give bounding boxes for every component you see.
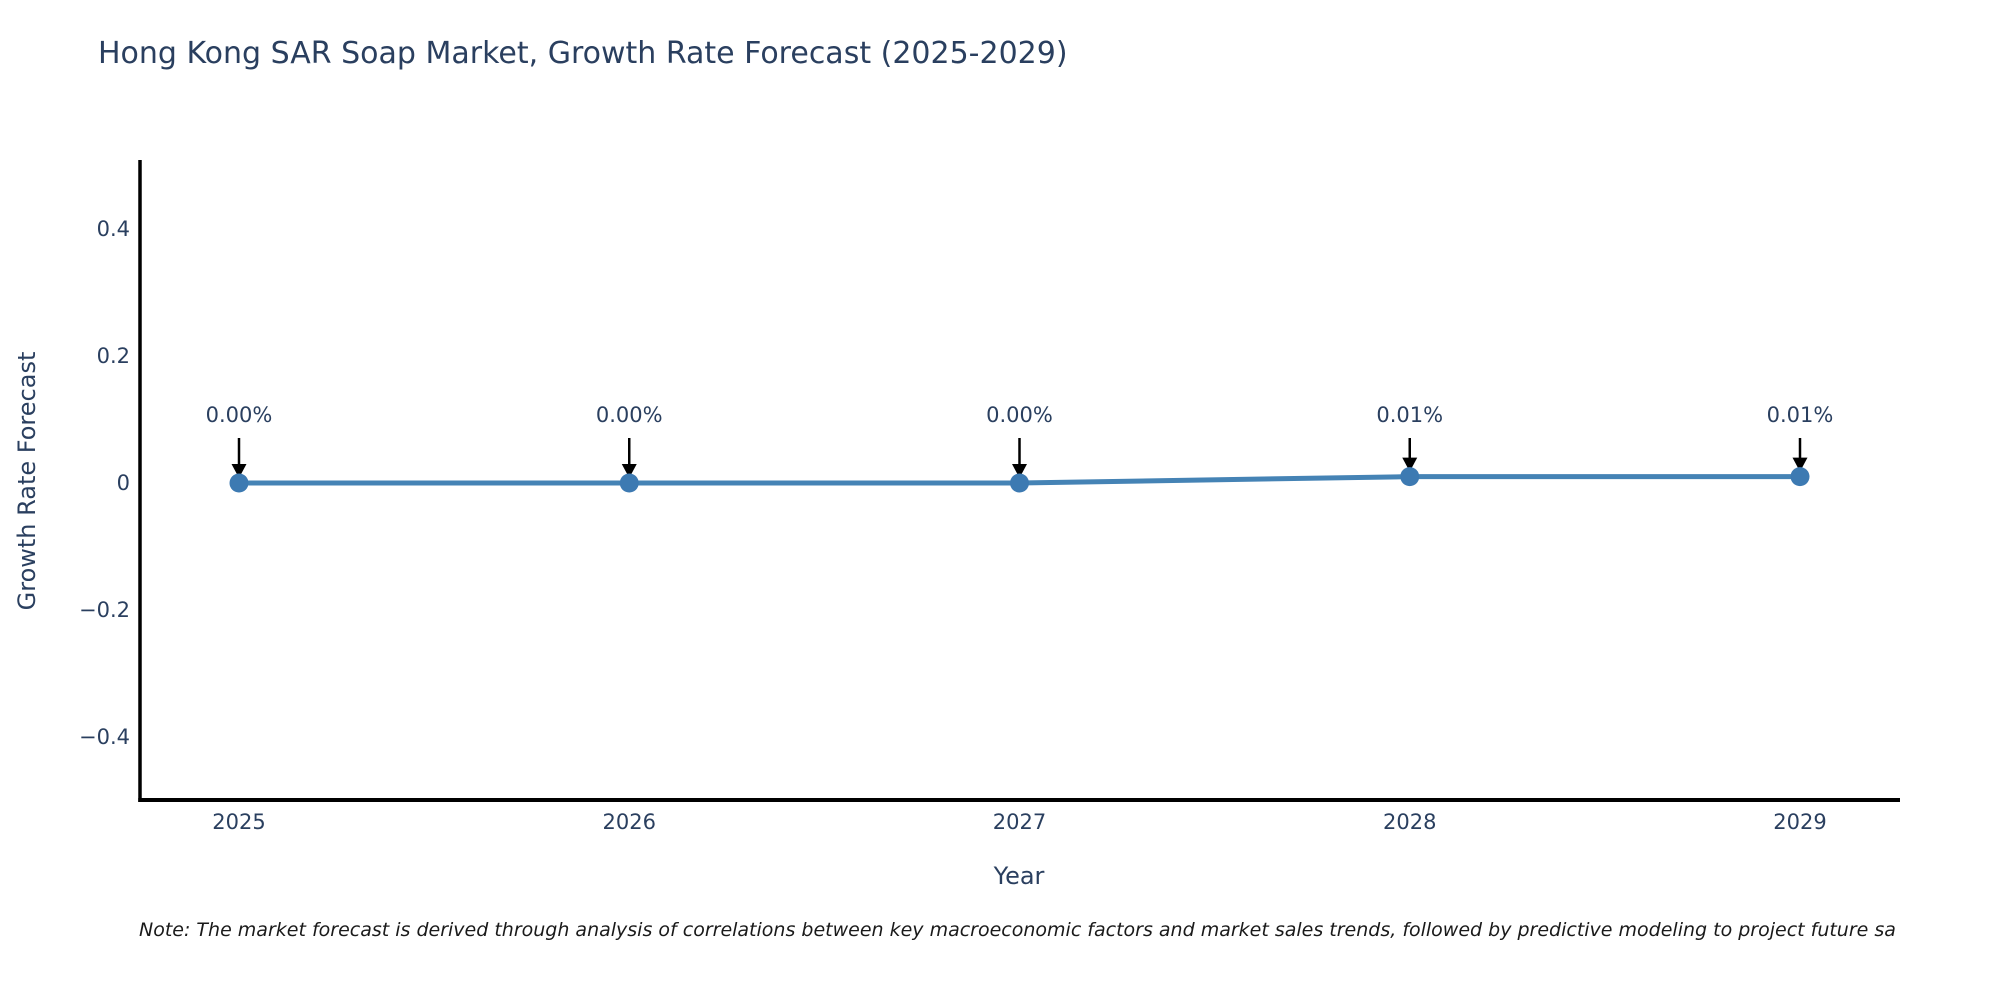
y-tick-label: −0.2 xyxy=(79,598,130,622)
data-point-label: 0.01% xyxy=(1376,403,1444,427)
y-tick-label: −0.4 xyxy=(79,725,130,749)
footnote: Note: The market forecast is derived thr… xyxy=(139,919,1896,941)
annotation-arrowhead-icon xyxy=(1012,464,1027,478)
data-point-marker[interactable] xyxy=(619,473,639,493)
data-point-label: 0.00% xyxy=(986,403,1053,427)
annotation-arrowhead-icon xyxy=(231,464,247,478)
annotation-arrowhead-icon xyxy=(1792,457,1808,472)
data-point-marker[interactable] xyxy=(229,473,249,493)
x-axis-title: Year xyxy=(993,862,1045,890)
x-tick-label: 2028 xyxy=(1383,810,1437,834)
x-tick-label: 2027 xyxy=(992,810,1047,834)
chart-title: Hong Kong SAR Soap Market, Growth Rate F… xyxy=(98,36,1068,71)
y-tick-label: 0.2 xyxy=(96,344,130,368)
data-point-marker[interactable] xyxy=(1010,473,1029,493)
y-tick-label: 0 xyxy=(116,471,130,495)
data-point-marker[interactable] xyxy=(1400,467,1420,487)
data-point-label: 0.00% xyxy=(595,403,663,427)
data-point-label: 0.01% xyxy=(1766,403,1834,427)
y-tick-label: 0.4 xyxy=(96,217,130,241)
annotation-arrowhead-icon xyxy=(621,464,637,478)
x-tick-label: 2026 xyxy=(602,810,656,834)
data-point-label: 0.00% xyxy=(205,403,273,427)
annotation-arrowhead-icon xyxy=(1402,457,1418,472)
x-tick-label: 2025 xyxy=(212,810,266,834)
data-point-marker[interactable] xyxy=(1790,467,1810,487)
x-tick-label: 2029 xyxy=(1773,810,1827,834)
